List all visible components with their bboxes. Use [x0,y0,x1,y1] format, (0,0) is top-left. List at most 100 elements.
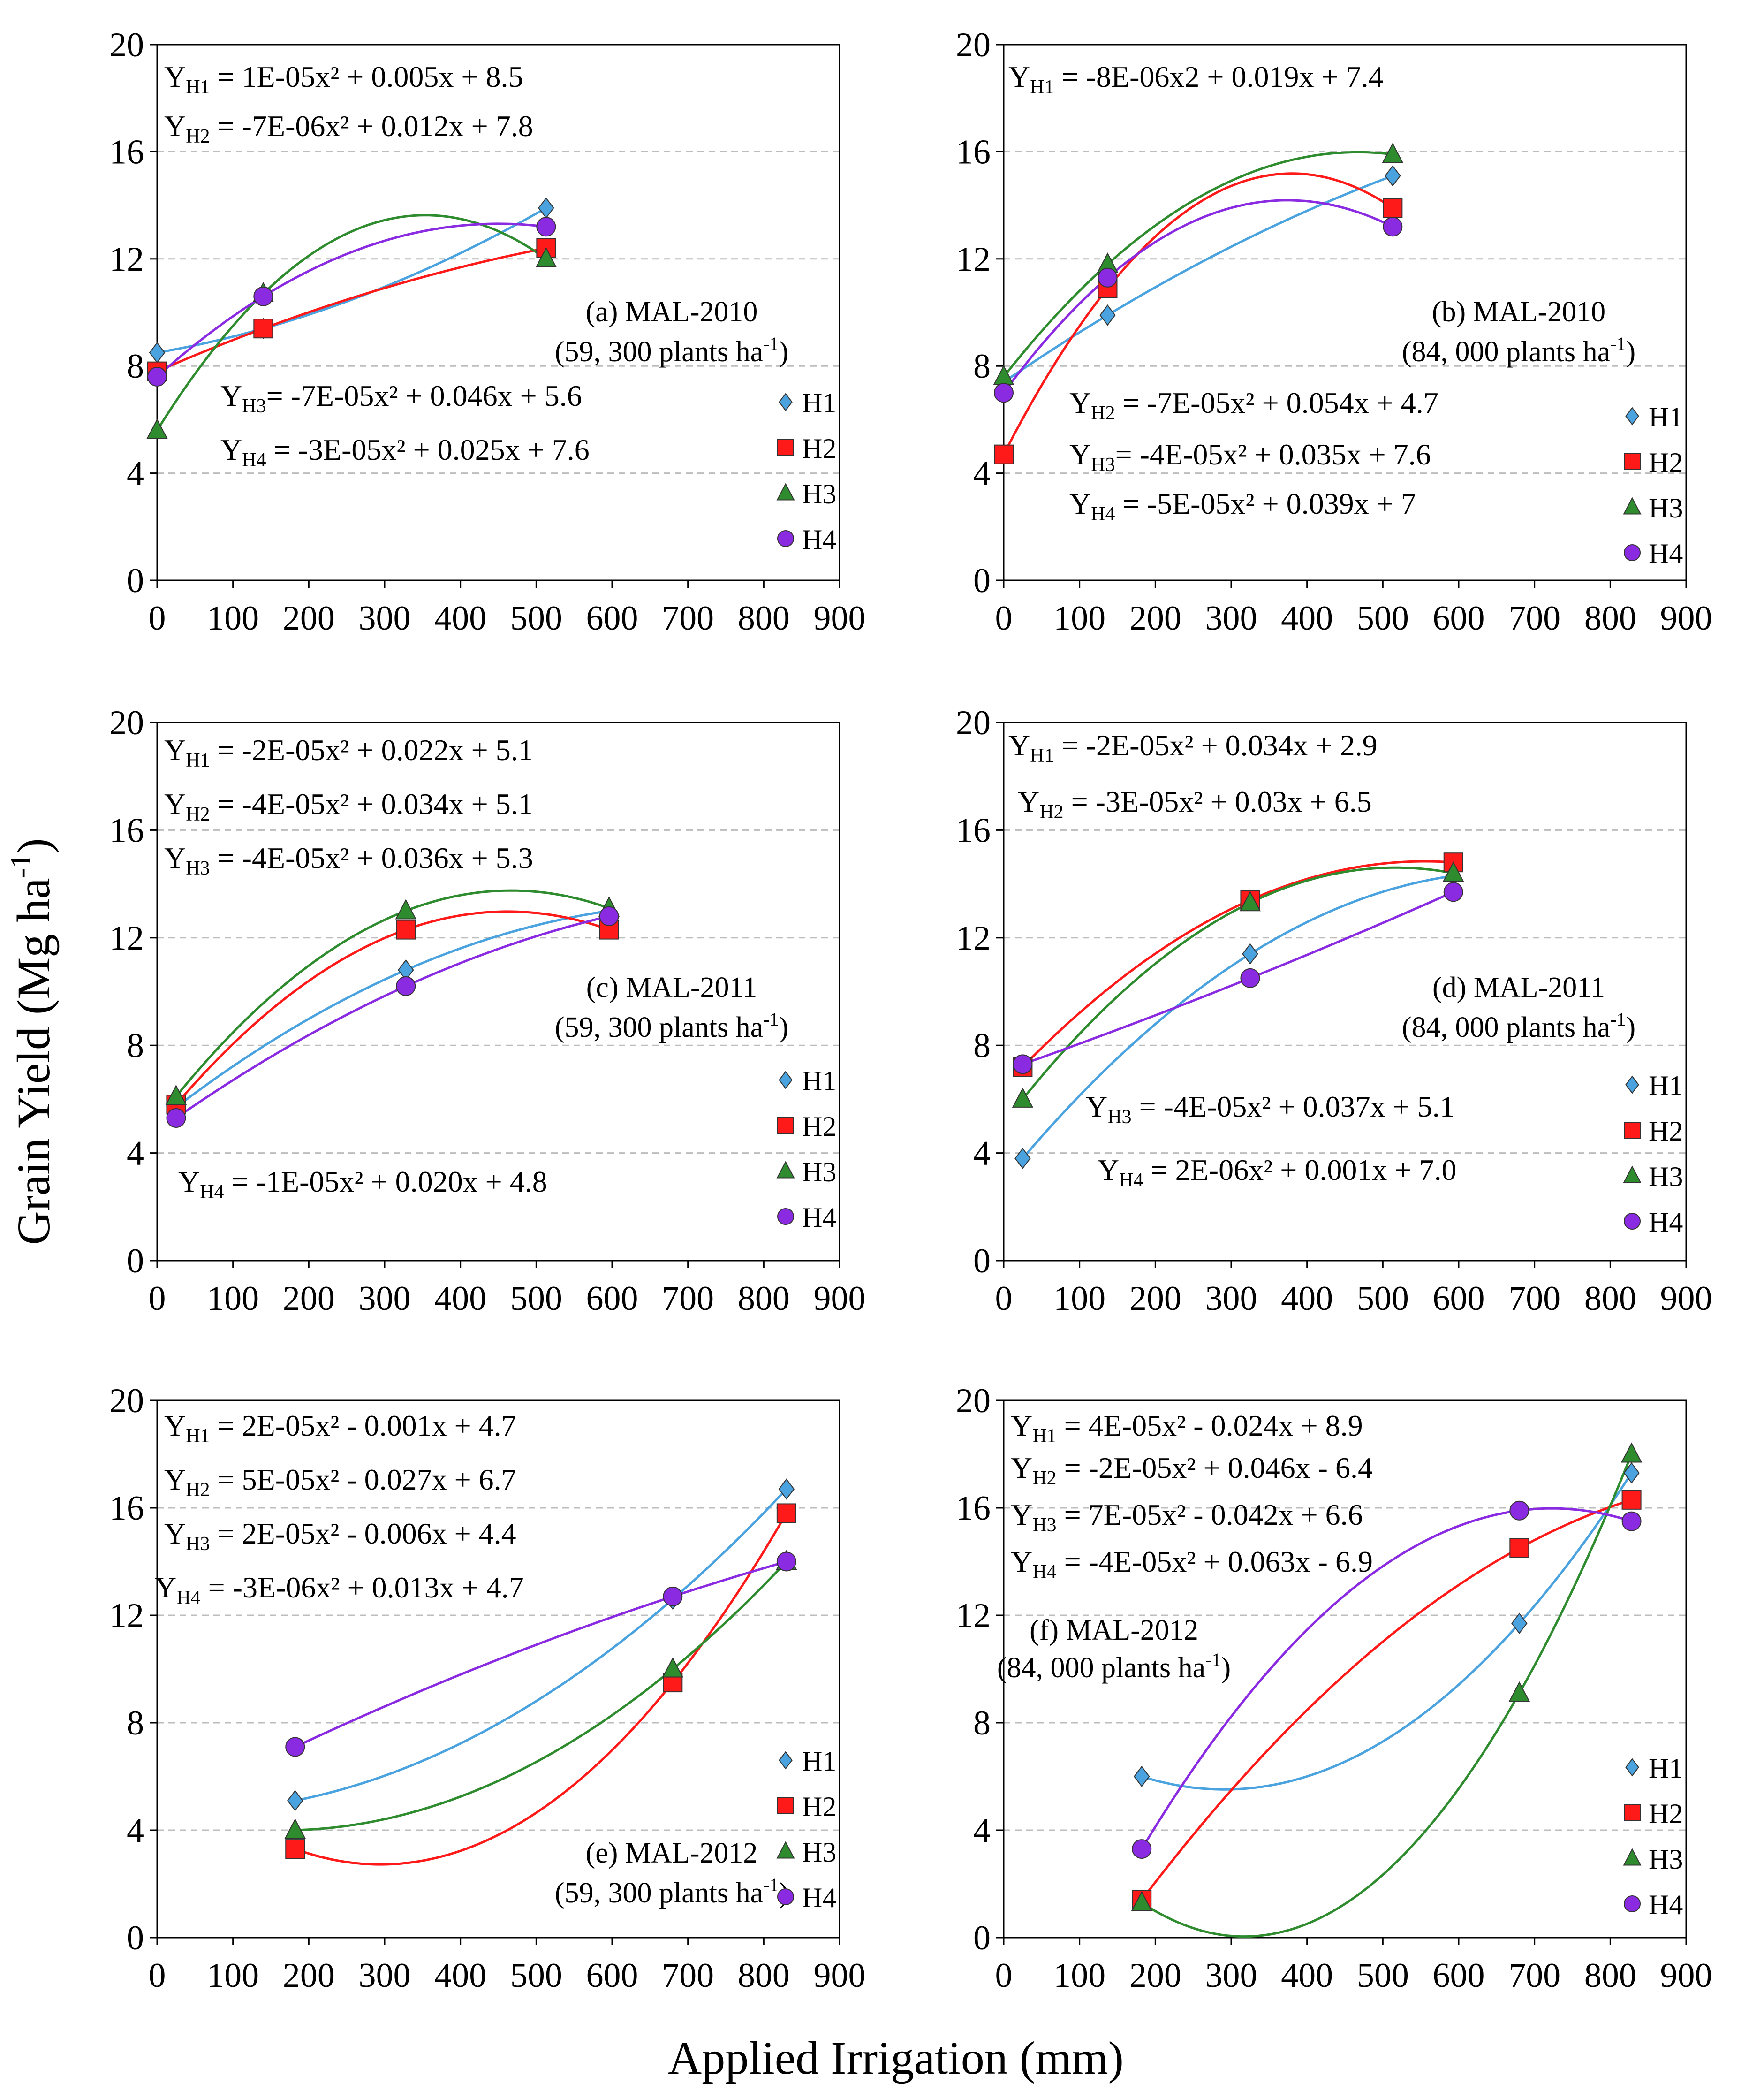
equation-body: = 4E-05x² - 0.024x + 8.9 [1057,1409,1363,1442]
legend-marker-h4 [1624,1895,1641,1912]
equation-subscript: H1 [1032,1425,1056,1447]
panel-title: (a) MAL-2010 [586,296,758,328]
panel-subtitle-text: (59, 300 plants ha [555,1011,763,1043]
x-tick-label: 500 [510,1956,562,1995]
legend-label-h3: H3 [1649,493,1683,524]
equation-body: = -4E-05x² + 0.036x + 5.3 [210,841,533,875]
equation-y: Y [1011,1498,1032,1531]
equation-subscript: H4 [1032,1561,1056,1583]
x-tick-label: 300 [359,1956,411,1995]
legend-marker-h2 [777,439,794,456]
plot-frame [156,722,840,1262]
equation-y: Y [164,1517,186,1550]
data-point-h1 [1242,943,1258,965]
plot-frame [156,44,840,581]
equation-subscript: H3 [1032,1514,1056,1536]
x-tick-label: 600 [1433,1279,1485,1318]
equation-body: = -4E-05x² + 0.063x - 6.9 [1057,1545,1373,1578]
y-tick-label: 16 [109,133,144,171]
x-tick-label: 200 [283,1956,335,1995]
y-tick-label: 8 [973,347,991,386]
regression-equation: YH3 = 7E-05x² - 0.042x + 6.6 [1011,1498,1363,1536]
y-tick-label: 20 [956,26,991,64]
legend-marker-h1 [1625,1758,1639,1777]
data-point-h1 [1385,165,1401,187]
x-tick-label: 100 [207,1279,259,1318]
equation-y: Y [220,433,242,466]
equation-subscript: H3 [186,1533,210,1555]
equation-body: = -3E-05x² + 0.03x + 6.5 [1064,785,1372,818]
y-tick-label: 12 [109,240,144,279]
data-point-h4 [536,217,556,237]
x-tick-label: 400 [434,1279,486,1318]
equation-body: = 5E-05x² - 0.027x + 6.7 [210,1463,516,1496]
x-tick-label: 600 [1433,599,1485,638]
y-tick-label: 4 [127,455,144,493]
equation-subscript: H1 [186,76,210,98]
equation-subscript: H4 [200,1181,224,1203]
regression-equation: YH3 = -4E-05x² + 0.036x + 5.3 [164,841,533,879]
trend-line-h4 [1022,891,1454,1065]
data-point-h3 [1382,142,1404,163]
x-tick-label: 100 [1053,1279,1105,1318]
x-tick-label: 600 [586,599,638,638]
equation-y: Y [1011,1409,1032,1442]
x-tick-label: 500 [1357,1956,1409,1995]
equation-body: = -7E-06x² + 0.012x + 7.8 [210,109,533,143]
data-point-h4 [663,1586,683,1606]
equation-body: = -5E-05x² + 0.039x + 7 [1115,487,1416,520]
x-tick-label: 300 [359,1279,411,1318]
legend-label-h4: H4 [802,1202,836,1233]
data-point-h4 [994,383,1014,403]
equation-y: Y [1069,487,1091,520]
x-tick-label: 900 [814,1279,866,1318]
x-tick-label: 800 [738,1956,790,1995]
equation-subscript: H1 [186,1425,210,1447]
legend-label-h3: H3 [802,479,836,510]
trend-line-h2 [1002,172,1393,455]
x-tick-label: 900 [814,1956,866,1995]
data-point-h1 [149,342,166,364]
equation-y: Y [1018,785,1039,818]
trend-line-h3 [175,889,610,1097]
legend-marker-h4 [1624,544,1641,561]
regression-equation: YH4 = -4E-05x² + 0.063x - 6.9 [1011,1545,1373,1583]
legend-marker-h4 [777,1208,794,1225]
regression-equation: YH1 = 1E-05x² + 0.005x + 8.5 [164,60,523,98]
y-tick-label: 0 [127,562,144,600]
data-point-h2 [776,1503,796,1523]
y-tick-label: 4 [127,1811,144,1850]
data-point-h3 [165,1085,187,1105]
regression-equation: YH4 = 2E-06x² + 0.001x + 7.0 [1098,1153,1456,1191]
y-tick-label: 12 [109,1597,144,1635]
trend-line-h4 [1141,1507,1632,1850]
y-axis-title-main: Grain Yield (Mg ha [8,878,60,1245]
x-tick-label: 700 [662,599,714,638]
trend-line-h4 [295,1560,787,1748]
equation-body: = -2E-05x² + 0.034x + 2.9 [1054,729,1378,762]
trend-line-h4 [175,915,610,1119]
equation-body: = -3E-06x² + 0.013x + 4.7 [201,1571,524,1604]
x-tick-label: 500 [1357,1279,1409,1318]
y-tick-label: 0 [127,1242,144,1280]
data-point-h4 [1443,882,1463,902]
data-point-h4 [599,906,619,926]
x-tick-label: 800 [1584,1279,1636,1318]
panel-subtitle: (84, 000 plants ha-1) [1402,333,1635,368]
legend-marker-h4 [777,530,794,547]
panel-title: (e) MAL-2012 [586,1837,758,1869]
equation-y: Y [1008,729,1030,762]
data-point-h1 [538,197,554,219]
equation-subscript: H3 [1107,1106,1131,1128]
data-point-h2 [285,1839,305,1859]
plot-frame [1003,44,1687,581]
trend-line-h1 [1022,875,1454,1159]
x-tick-label: 300 [1205,1956,1257,1995]
regression-equation: YH2 = 5E-05x² - 0.027x + 6.7 [164,1463,516,1501]
data-point-h1 [778,1478,795,1500]
equation-subscript: H2 [186,1479,210,1501]
legend-label-h4: H4 [1649,538,1683,569]
equation-body: = -4E-05x² + 0.034x + 5.1 [210,787,533,821]
